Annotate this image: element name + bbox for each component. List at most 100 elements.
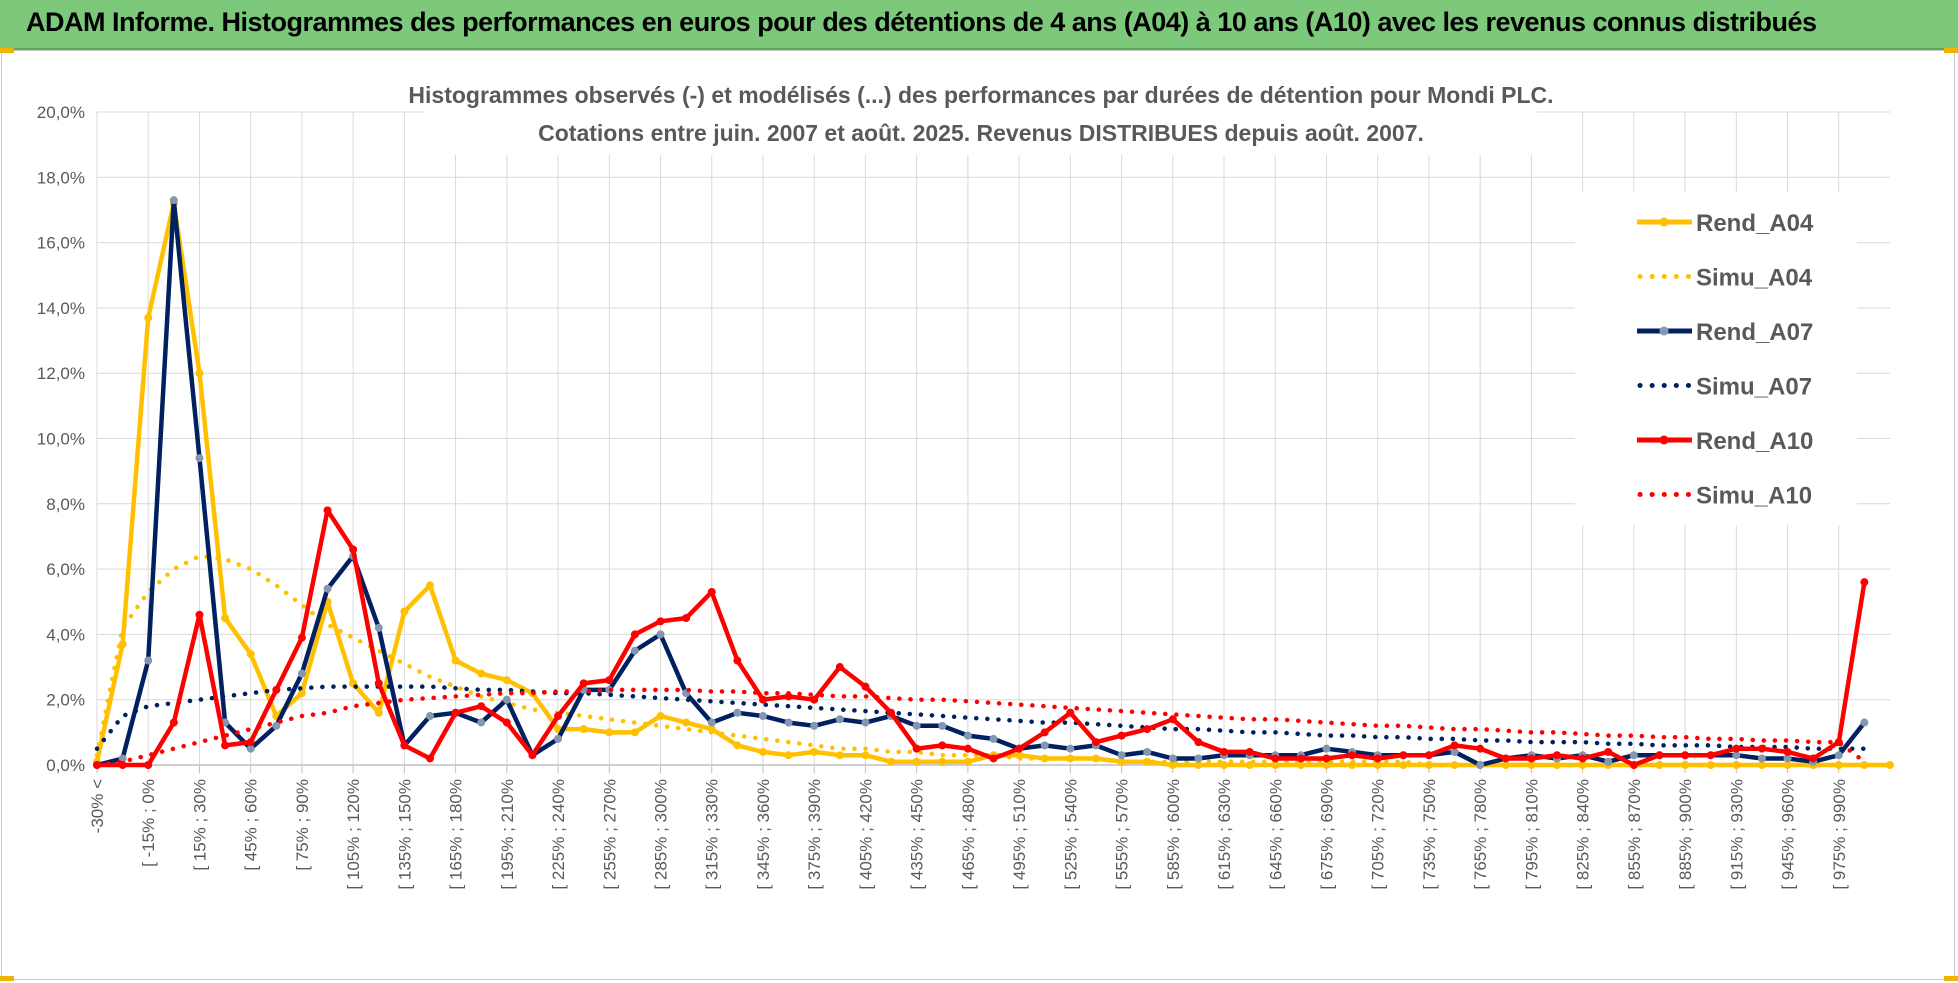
series-point-rend-a10	[528, 751, 537, 760]
legend-background	[1575, 192, 1857, 525]
series-point-rend-a07	[1143, 747, 1152, 756]
series-point-rend-a07	[425, 712, 434, 721]
legend-label-rend-a04: Rend_A04	[1696, 210, 1814, 237]
series-point-rend-a07	[1604, 757, 1613, 766]
series-point-rend-a10	[1143, 725, 1152, 734]
x-tick-label: [ 525% ; 540%	[1061, 779, 1080, 890]
series-point-rend-a10	[1501, 754, 1510, 763]
series-point-rend-a10	[400, 741, 409, 750]
series-point-rend-a04	[682, 718, 691, 727]
x-tick-label: [ 705% ; 720%	[1369, 779, 1388, 890]
series-point-rend-a04	[374, 708, 383, 717]
series-point-rend-a10	[1604, 747, 1613, 756]
series-point-rend-a10	[758, 695, 767, 704]
x-tick-label: [ 75% ; 90%	[293, 779, 312, 871]
series-point-rend-a07	[297, 669, 306, 678]
x-axis: -30% < [ -15% ; 0% [ 15% ; 30% [ 45% ; 60% […	[88, 764, 1890, 890]
x-tick-label: [ 585% ; 600%	[1164, 779, 1183, 890]
series-point-rend-a04	[1322, 761, 1331, 769]
x-tick-label: [ -15% ; 0%	[139, 779, 158, 867]
series-point-rend-a07	[323, 584, 332, 593]
series-point-rend-a07	[835, 715, 844, 724]
series-point-rend-a07	[502, 695, 511, 704]
series-point-rend-a04	[630, 728, 639, 737]
series-point-rend-a10	[810, 695, 819, 704]
series-point-rend-a10	[1732, 744, 1741, 753]
chart-title: Histogrammes observés (-) et modélisés (…	[408, 82, 1553, 108]
series-point-rend-a10	[1757, 744, 1766, 753]
series-point-rend-a07	[169, 196, 178, 205]
y-tick-label: 0,0%	[46, 756, 85, 775]
series-point-rend-a04	[938, 757, 947, 766]
series-point-rend-a07	[810, 721, 819, 730]
series-point-rend-a04	[963, 757, 972, 766]
series-point-rend-a10	[1578, 754, 1587, 763]
series-point-rend-a04	[502, 676, 511, 685]
series-point-rend-a04	[861, 751, 870, 760]
series-point-rend-a04	[297, 689, 306, 698]
x-tick-label: [ 255% ; 270%	[600, 779, 619, 890]
x-tick-label: [ 165% ; 180%	[447, 779, 466, 890]
series-point-rend-a07	[963, 731, 972, 740]
series-point-rend-a07	[144, 656, 153, 665]
x-tick-label: [ 465% ; 480%	[959, 779, 978, 890]
x-tick-label: [ 225% ; 240%	[549, 779, 568, 890]
series-point-rend-a10	[1117, 731, 1126, 740]
series-point-rend-a10	[605, 676, 614, 685]
series-point-rend-a07	[1168, 754, 1177, 763]
series-point-rend-a04	[656, 712, 665, 721]
series-point-rend-a10	[1168, 715, 1177, 724]
series-point-rend-a10	[682, 614, 691, 623]
series-point-rend-a07	[1860, 718, 1869, 727]
chart-subtitle: Cotations entre juin. 2007 et août. 2025…	[538, 120, 1424, 146]
series-point-rend-a10	[1783, 747, 1792, 756]
series-point-rend-a04	[579, 725, 588, 734]
series-point-rend-a07	[707, 718, 716, 727]
series-point-rend-a10	[1373, 754, 1382, 763]
y-tick-label: 4,0%	[46, 625, 85, 644]
series-point-rend-a07	[733, 708, 742, 717]
y-tick-label: 12,0%	[37, 364, 85, 383]
series-point-rend-a04	[758, 747, 767, 756]
series-point-rend-a07	[1194, 754, 1203, 763]
series-point-rend-a10	[1424, 751, 1433, 760]
series-point-rend-a10	[1245, 747, 1254, 756]
x-tick-label: [ 915% ; 930%	[1727, 779, 1746, 890]
series-point-rend-a10	[630, 630, 639, 639]
x-tick-label: [ 375% ; 390%	[805, 779, 824, 890]
series-line-rend-a10	[97, 508, 1867, 768]
series-point-rend-a10	[1348, 751, 1357, 760]
series-point-rend-a10	[272, 685, 281, 694]
legend-marker-rend-a04	[1659, 217, 1669, 227]
legend-label-rend-a10: Rend_A10	[1696, 428, 1813, 455]
series-point-rend-a10	[169, 718, 178, 727]
series-point-rend-a04	[221, 614, 230, 623]
x-tick-label: [ 975% ; 990%	[1830, 779, 1849, 890]
series-point-rend-a10	[656, 617, 665, 626]
legend-label-rend-a07: Rend_A07	[1696, 319, 1813, 346]
series-point-rend-a04	[605, 728, 614, 737]
chart-frame	[1, 50, 1955, 980]
series-point-rend-a04	[1066, 754, 1075, 763]
series-point-rend-a04	[1143, 757, 1152, 766]
series-point-rend-a07	[758, 712, 767, 721]
series-point-rend-a10	[1040, 728, 1049, 737]
series-point-rend-a10	[707, 587, 716, 596]
series-point-rend-a04	[1553, 761, 1562, 769]
series-point-rend-a04	[1886, 761, 1894, 769]
legend-marker-rend-a10	[1659, 435, 1669, 445]
x-tick-label: [ 855% ; 870%	[1625, 779, 1644, 890]
x-tick-label: [ 885% ; 900%	[1676, 779, 1695, 890]
series-point-rend-a04	[400, 607, 409, 616]
series-point-rend-a07	[1322, 744, 1331, 753]
x-tick-label: -30% <	[88, 779, 107, 833]
series-point-rend-a04	[912, 757, 921, 766]
x-tick-label: [ 795% ; 810%	[1522, 779, 1541, 890]
series-point-rend-a10	[1066, 708, 1075, 717]
series-point-rend-a07	[477, 718, 486, 727]
x-tick-label: [ 435% ; 450%	[908, 779, 927, 890]
series-point-rend-a10	[1220, 747, 1229, 756]
series-point-rend-a04	[733, 741, 742, 750]
series-point-rend-a07	[246, 744, 255, 753]
